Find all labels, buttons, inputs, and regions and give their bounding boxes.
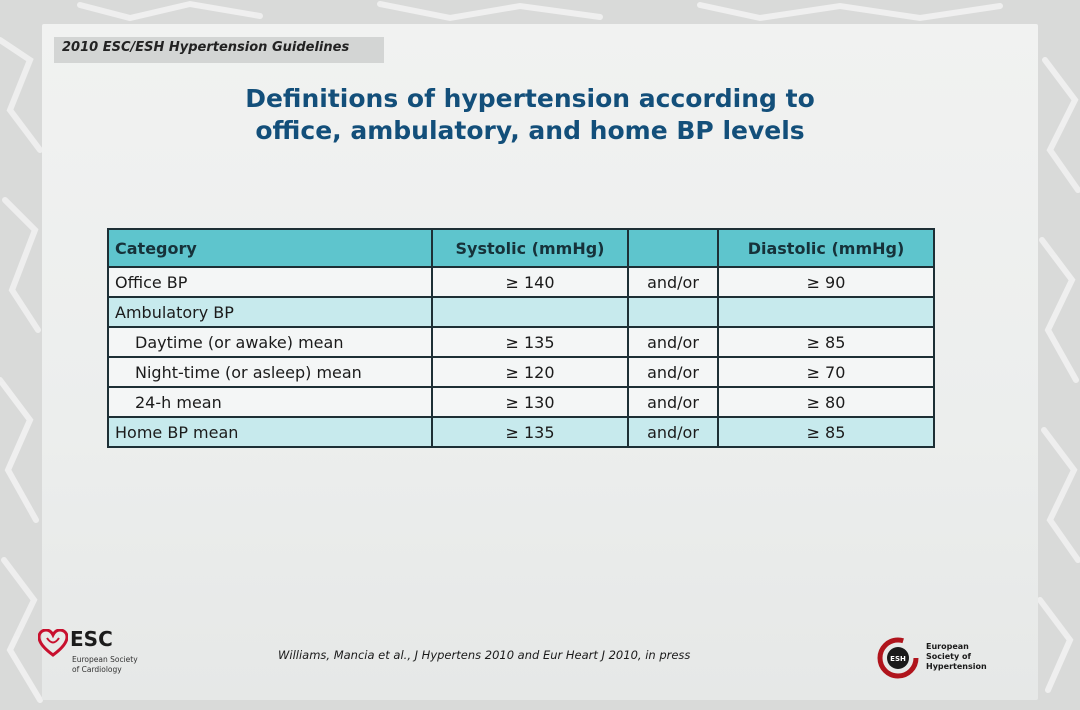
esh-badge-text: ESH [890,655,906,663]
row-connector: and/or [627,326,719,358]
header-systolic: Systolic (mmHg) [431,228,629,268]
row-diastolic: ≥ 90 [717,266,935,298]
esh-badge-icon: ESH [877,637,919,679]
esh-name: European Society of Hypertension [926,642,1016,672]
row-category: Home BP mean [107,416,433,448]
row-connector: and/or [627,416,719,448]
row-diastolic: ≥ 80 [717,386,935,418]
title-line-1: Definitions of hypertension according to [245,84,815,113]
row-diastolic: ≥ 70 [717,356,935,388]
table-header-row: Category Systolic (mmHg) Diastolic (mmHg… [107,228,935,268]
heart-icon [38,629,68,657]
row-category: Daytime (or awake) mean [107,326,433,358]
esh-name-line-2: Society of [926,652,971,661]
guideline-label: 2010 ESC/ESH Hypertension Guidelines [62,40,350,55]
esc-subtitle-line-2: of Cardiology [72,665,122,674]
row-diastolic [717,296,935,328]
row-systolic: ≥ 120 [431,356,629,388]
row-category: Office BP [107,266,433,298]
citation: Williams, Mancia et al., J Hypertens 201… [278,648,691,662]
header-connector [627,228,719,268]
row-category: 24-h mean [107,386,433,418]
row-systolic: ≥ 135 [431,416,629,448]
header-category: Category [107,228,433,268]
row-connector: and/or [627,356,719,388]
header-diastolic: Diastolic (mmHg) [717,228,935,268]
esh-name-line-3: Hypertension [926,662,987,671]
table-row: 24-h mean ≥ 130 and/or ≥ 80 [107,386,935,418]
table-row: Home BP mean ≥ 135 and/or ≥ 85 [107,416,935,448]
table-row: Night-time (or asleep) mean ≥ 120 and/or… [107,356,935,388]
row-connector: and/or [627,386,719,418]
row-category: Night-time (or asleep) mean [107,356,433,388]
esc-subtitle: European Society of Cardiology [72,655,172,675]
esc-subtitle-line-1: European Society [72,655,138,664]
bp-definitions-table: Category Systolic (mmHg) Diastolic (mmHg… [107,228,935,448]
table-row: Daytime (or awake) mean ≥ 135 and/or ≥ 8… [107,326,935,358]
table-row: Office BP ≥ 140 and/or ≥ 90 [107,266,935,298]
esc-logo: ESC European Society of Cardiology [38,625,178,685]
title-line-2: office, ambulatory, and home BP levels [255,116,805,145]
row-diastolic: ≥ 85 [717,326,935,358]
esc-name: ESC [70,627,113,651]
row-systolic: ≥ 140 [431,266,629,298]
header-strip [54,37,384,63]
row-connector: and/or [627,266,719,298]
esh-name-line-1: European [926,642,969,651]
row-systolic [431,296,629,328]
row-category: Ambulatory BP [107,296,433,328]
row-connector [627,296,719,328]
table-row: Ambulatory BP [107,296,935,328]
esh-logo: ESH European Society of Hypertension [876,636,1026,688]
slide-title: Definitions of hypertension according to… [150,83,910,147]
row-systolic: ≥ 130 [431,386,629,418]
row-diastolic: ≥ 85 [717,416,935,448]
row-systolic: ≥ 135 [431,326,629,358]
